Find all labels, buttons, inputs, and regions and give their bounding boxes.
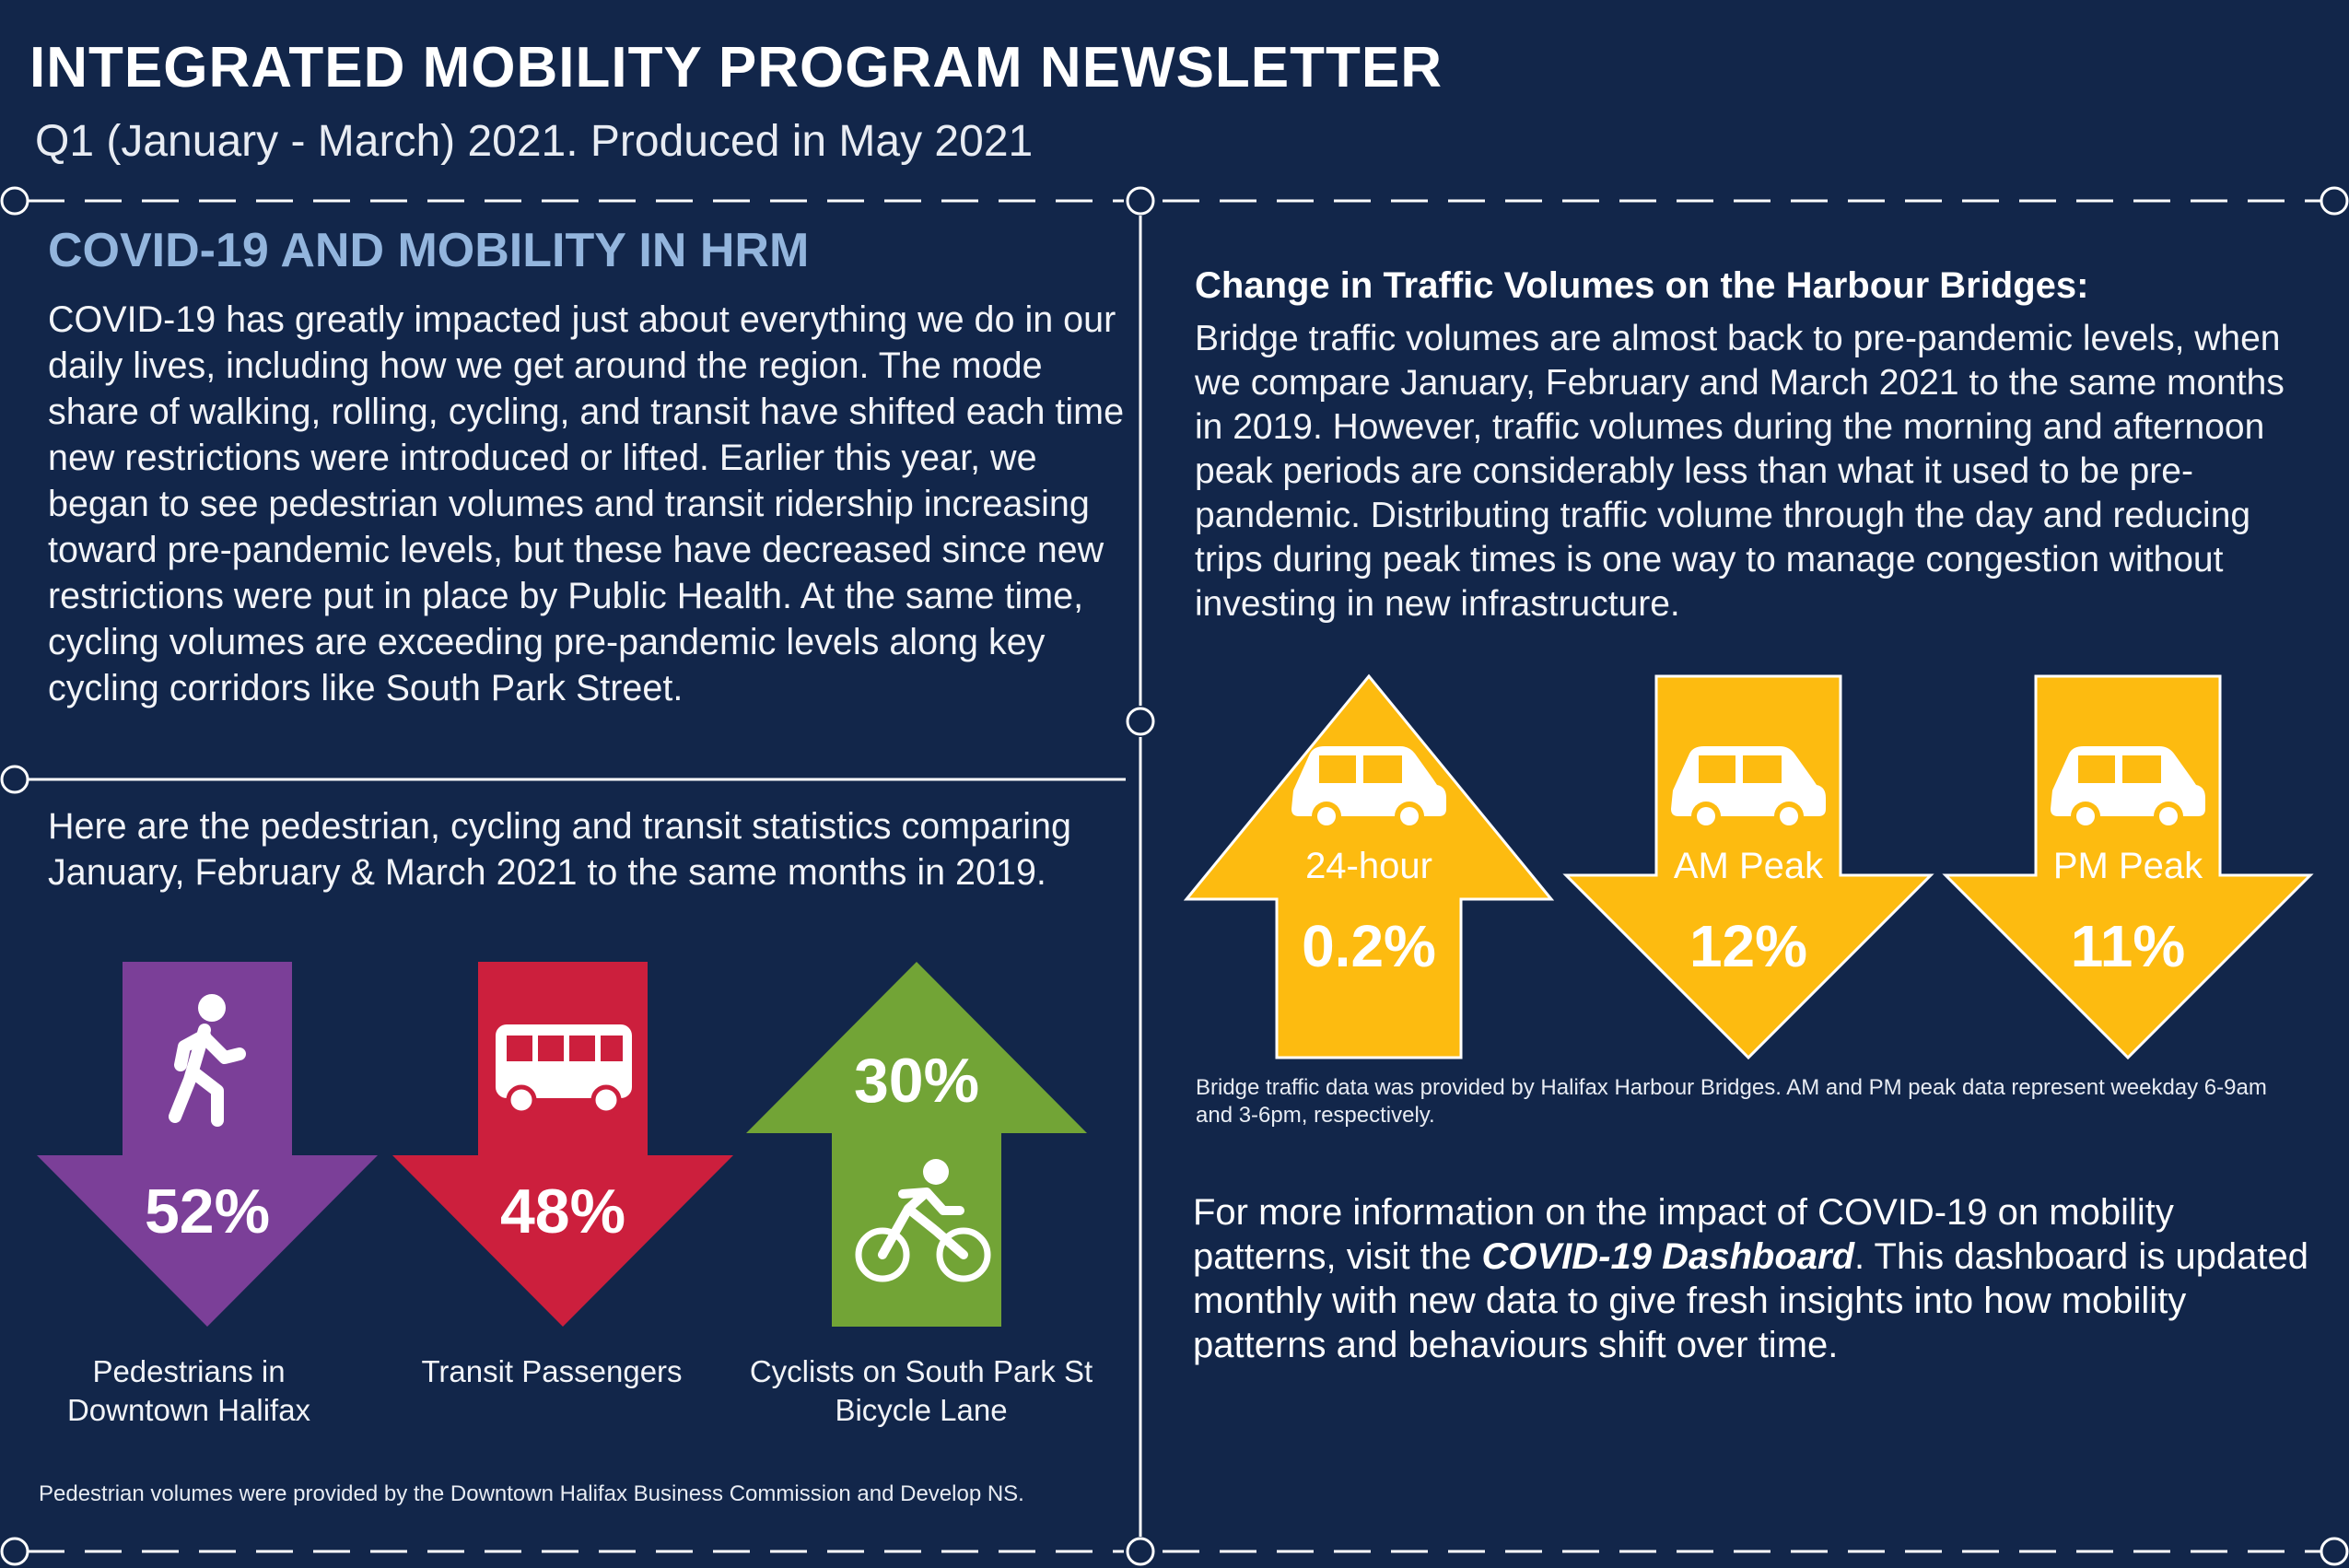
pedestrian-arrow-shape (37, 962, 378, 1327)
bridge-data-footnote: Bridge traffic data was provided by Hali… (1196, 1075, 2267, 1128)
bridge-24hour-label: 24-hour (1305, 846, 1432, 886)
cycling-label: Cyclists on South Park St Bicycle Lane (749, 1354, 1093, 1427)
pedestrian-data-footnote: Pedestrian volumes were provided by the … (39, 1481, 1024, 1506)
bridge-am-percent: 12% (1689, 913, 1808, 979)
car-icon (2051, 746, 2205, 831)
covid-intro-paragraph: COVID-19 has greatly impacted just about… (48, 299, 1125, 708)
pedestrian-percent: 52% (144, 1176, 271, 1246)
cycling-percent: 30% (853, 1046, 980, 1116)
bridge-24hour-percent: 0.2% (1302, 913, 1436, 979)
bridge-pm-percent: 11% (2070, 913, 2186, 979)
bridge-am-arrow-shape (1562, 674, 1934, 1060)
bus-icon (496, 1024, 632, 1116)
bridge-24hour-arrow-shape (1183, 673, 1555, 1059)
stats-intro-paragraph: Here are the pedestrian, cycling and tra… (48, 806, 1071, 893)
bridge-am-label: AM Peak (1673, 846, 1824, 886)
bridge-pm-arrow (1942, 674, 2314, 1060)
more-info-text-before: For more information on the impact of CO… (1193, 1192, 2174, 1277)
transit-label: Transit Passengers (421, 1354, 683, 1388)
pedestrian-icon (169, 994, 246, 1127)
transit-percent: 48% (499, 1176, 626, 1246)
bridge-paragraph: Bridge traffic volumes are almost back t… (1195, 319, 2285, 624)
cycling-stat-arrow (746, 962, 1087, 1327)
car-icon (1671, 746, 1826, 831)
transit-stat-arrow (392, 962, 733, 1327)
cycling-arrow-shape (746, 962, 1087, 1327)
more-info-paragraph: For more information on the impact of CO… (1193, 1190, 2326, 1367)
bridge-24hour-arrow (1183, 673, 1555, 1059)
bridge-am-arrow (1562, 674, 1934, 1060)
bridge-pm-label: PM Peak (2052, 846, 2203, 886)
newsletter-title: INTEGRATED MOBILITY PROGRAM NEWSLETTER (29, 36, 1443, 99)
car-icon (1291, 746, 1446, 831)
bridge-pm-arrow-shape (1942, 674, 2314, 1060)
pedestrian-stat-arrow (37, 962, 378, 1327)
more-info-text-after: . This dashboard is updated monthly with… (1193, 1236, 2308, 1365)
bridge-section-heading: Change in Traffic Volumes on the Harbour… (1195, 265, 2089, 306)
newsletter-subtitle: Q1 (January - March) 2021. Produced in M… (35, 117, 1034, 166)
covid-dashboard-link[interactable]: COVID-19 Dashboard (1481, 1236, 1855, 1277)
covid-section-heading: COVID-19 AND MOBILITY IN HRM (48, 224, 810, 277)
transit-arrow-shape (392, 962, 733, 1327)
cyclist-icon (855, 1159, 991, 1282)
pedestrian-label: Pedestrians in Downtown Halifax (66, 1354, 311, 1427)
